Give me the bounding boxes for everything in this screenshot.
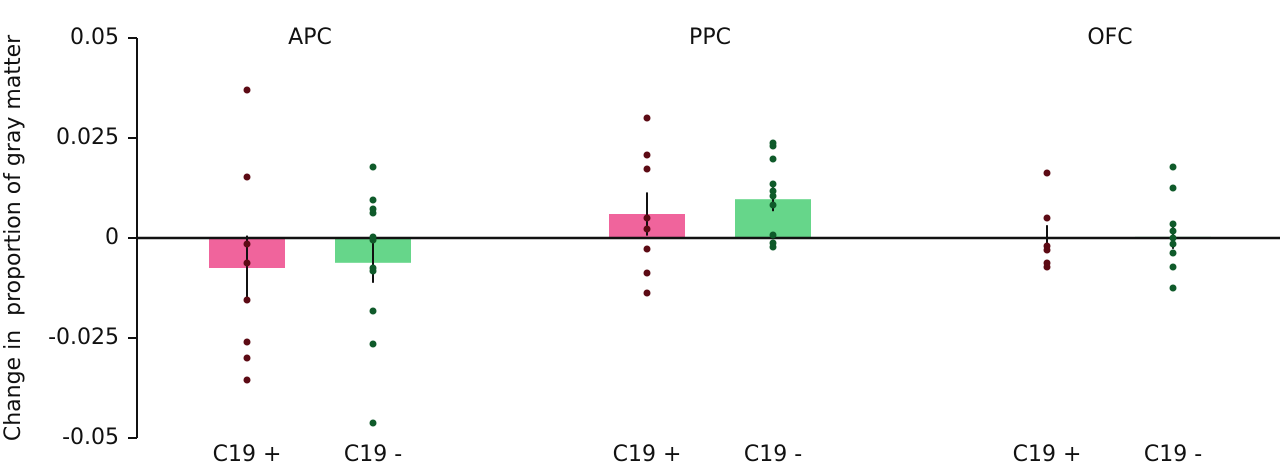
data-point: [369, 307, 377, 315]
data-point: [643, 245, 651, 253]
data-point: [1169, 263, 1177, 271]
data-point: [243, 86, 251, 94]
data-point: [769, 192, 777, 200]
y-axis-label: Change in proportion of gray matter: [1, 34, 26, 441]
data-point: [243, 376, 251, 384]
data-point: [369, 419, 377, 427]
group-label: APC: [288, 25, 332, 50]
data-point: [1169, 234, 1177, 242]
x-tick-label: C19 -: [1144, 442, 1202, 467]
data-point: [769, 155, 777, 163]
data-point: [243, 173, 251, 181]
data-point: [243, 354, 251, 362]
data-point: [243, 240, 251, 248]
y-tick-label: -0.05: [62, 425, 119, 450]
data-point: [643, 114, 651, 122]
data-point: [643, 289, 651, 297]
data-point: [643, 214, 651, 222]
x-tick-label: C19 +: [1013, 442, 1082, 467]
x-tick-label: C19 -: [744, 442, 802, 467]
data-point: [369, 196, 377, 204]
data-point: [769, 201, 777, 209]
data-point: [1169, 249, 1177, 257]
data-point: [769, 231, 777, 239]
group-label: PPC: [689, 25, 731, 50]
y-tick-label: 0.05: [70, 25, 119, 50]
data-point: [369, 163, 377, 171]
data-point: [769, 187, 777, 195]
data-point: [769, 142, 777, 150]
data-point: [369, 340, 377, 348]
data-point: [1169, 240, 1177, 248]
y-tick-label: -0.025: [48, 325, 119, 350]
data-point: [643, 269, 651, 277]
data-point: [643, 165, 651, 173]
data-point: [769, 243, 777, 251]
data-point: [643, 151, 651, 159]
group-label: OFC: [1087, 25, 1132, 50]
data-point: [369, 236, 377, 244]
data-point: [243, 296, 251, 304]
data-point: [369, 267, 377, 275]
data-point: [1043, 263, 1051, 271]
data-point: [1169, 220, 1177, 228]
data-point: [1169, 227, 1177, 235]
data-point: [369, 209, 377, 217]
x-tick-label: C19 +: [613, 442, 682, 467]
x-tick-label: C19 -: [344, 442, 402, 467]
y-tick-label: 0: [105, 225, 119, 250]
data-point: [1169, 284, 1177, 292]
y-tick-label: 0.025: [56, 125, 119, 150]
data-point: [643, 225, 651, 233]
data-point: [769, 180, 777, 188]
x-tick-label: C19 +: [213, 442, 282, 467]
data-point: [1043, 246, 1051, 254]
data-point: [1169, 163, 1177, 171]
data-point: [1169, 184, 1177, 192]
data-point: [1043, 214, 1051, 222]
data-point: [243, 338, 251, 346]
data-point: [1043, 169, 1051, 177]
data-point: [243, 259, 251, 267]
